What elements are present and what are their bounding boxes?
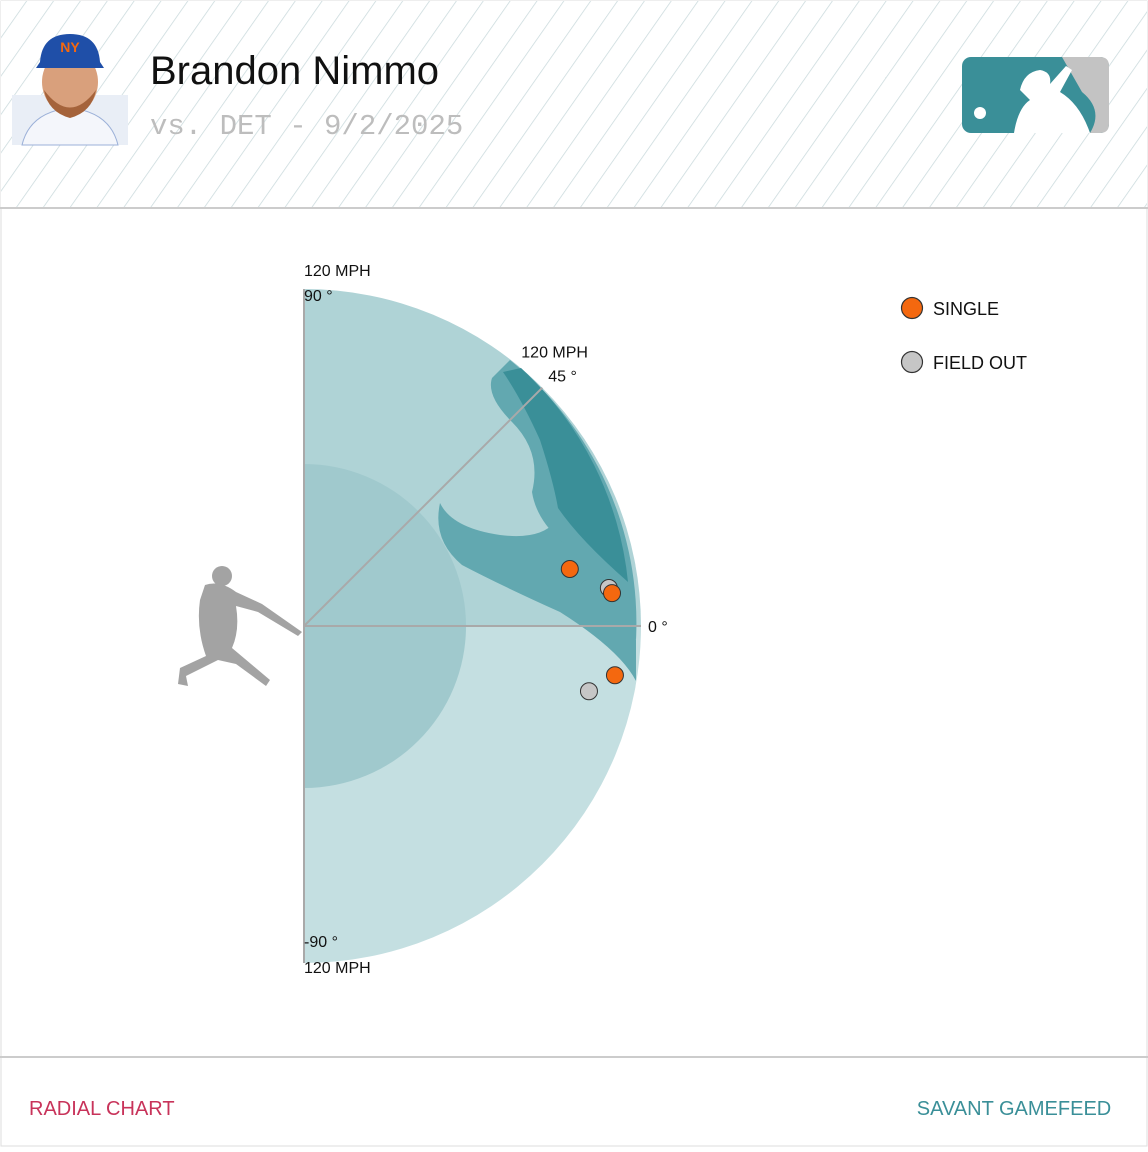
- batted-ball: [603, 584, 622, 603]
- game-subtitle: vs. DET - 9/2/2025: [150, 110, 463, 143]
- batter-silhouette: [178, 566, 302, 686]
- player-photo: NY: [12, 34, 128, 146]
- header-bg: [1, 1, 1147, 208]
- batted-ball: [605, 666, 624, 685]
- legend-swatch: [900, 296, 924, 320]
- angle-label: 0 °: [648, 619, 668, 636]
- footer-link[interactable]: SAVANT GAMEFEED: [917, 1098, 1111, 1120]
- mlb-logo: [962, 57, 1109, 133]
- footer-tab[interactable]: RADIAL CHART: [29, 1098, 175, 1120]
- angle-label: 45 °: [548, 369, 577, 386]
- batted-ball: [579, 682, 598, 701]
- angle-grid-line: [303, 386, 544, 627]
- legend-swatch: [900, 350, 924, 374]
- svg-text:NY: NY: [60, 39, 80, 55]
- batted-ball: [560, 560, 579, 579]
- angle-label: -90 °: [304, 934, 338, 951]
- angle-label: 90 °: [304, 288, 333, 305]
- legend-label: SINGLE: [933, 299, 999, 319]
- speed-label: 120 MPH: [521, 345, 588, 362]
- speed-label: 120 MPH: [304, 960, 371, 977]
- legend-label: FIELD OUT: [933, 353, 1027, 373]
- player-name: Brandon Nimmo: [150, 49, 439, 93]
- speed-label: 120 MPH: [304, 263, 371, 280]
